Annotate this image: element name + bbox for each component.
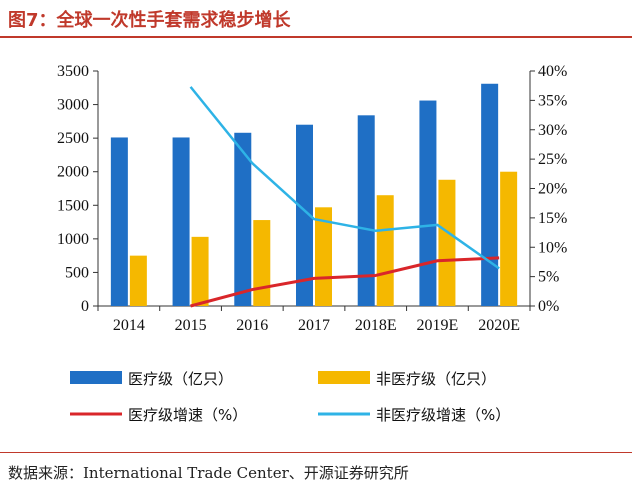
y-left-tick-label: 2000 — [57, 164, 89, 181]
x-tick-label: 2015 — [175, 317, 207, 334]
legend-nonmedical-growth-label: 非医疗级增速（%） — [376, 406, 510, 424]
y-left-tick-label: 1000 — [57, 231, 89, 248]
figure-title: 图7：全球一次性手套需求稳步增长 — [8, 10, 291, 31]
bar-medical — [172, 137, 190, 306]
x-tick-label: 2020E — [478, 317, 520, 334]
source-note: 数据来源：International Trade Center、开源证券研究所 — [8, 464, 409, 482]
bar-nonmedical — [129, 255, 147, 306]
x-tick-label: 2017 — [298, 317, 330, 334]
bar-nonmedical — [191, 236, 209, 306]
bar-nonmedical — [253, 220, 271, 306]
y-right-tick-label: 5% — [538, 269, 559, 286]
y-right-tick-label: 20% — [538, 181, 567, 198]
bar-medical — [234, 132, 252, 306]
x-tick-label: 2018E — [355, 317, 397, 334]
legend-nonmedical-bar-swatch — [318, 371, 370, 384]
bar-nonmedical — [500, 171, 518, 306]
y-right-tick-label: 25% — [538, 151, 567, 168]
bar-medical — [481, 83, 499, 306]
y-left-tick-label: 500 — [65, 264, 89, 281]
x-tick-label: 2016 — [236, 317, 268, 334]
y-right-tick-label: 10% — [538, 239, 567, 256]
y-right-tick-label: 30% — [538, 122, 567, 139]
x-tick-label: 2014 — [113, 317, 145, 334]
bar-medical — [419, 100, 437, 307]
series-line-medical-growth — [190, 256, 500, 308]
y-left-tick-label: 2500 — [57, 130, 89, 147]
y-right-tick-label: 15% — [538, 210, 567, 227]
y-right-tick-label: 40% — [538, 63, 567, 80]
title-divider — [0, 36, 632, 38]
bar-medical — [357, 115, 375, 306]
legend-nonmedical-bar-label: 非医疗级（亿只） — [376, 370, 496, 388]
bar-medical — [110, 137, 128, 306]
y-left-tick-label: 1500 — [57, 197, 89, 214]
x-tick-label: 2019E — [417, 317, 459, 334]
y-left-tick-label: 3500 — [57, 63, 89, 80]
y-left-tick-label: 3000 — [57, 97, 89, 114]
y-left-tick-label: 0 — [81, 298, 89, 315]
legend-medical-bar-swatch — [70, 371, 122, 384]
legend-medical-growth-label: 医疗级增速（%） — [128, 406, 247, 424]
y-right-tick-label: 35% — [538, 92, 567, 109]
bar-nonmedical — [438, 179, 456, 306]
source-divider — [0, 452, 632, 453]
series-line-nonmedical-growth — [189, 86, 500, 270]
legend-medical-bar-label: 医疗级（亿只） — [128, 370, 233, 388]
y-right-tick-label: 0% — [538, 298, 559, 315]
bar-medical — [296, 124, 313, 306]
bar-nonmedical — [376, 195, 394, 306]
bar-nonmedical — [315, 207, 332, 306]
